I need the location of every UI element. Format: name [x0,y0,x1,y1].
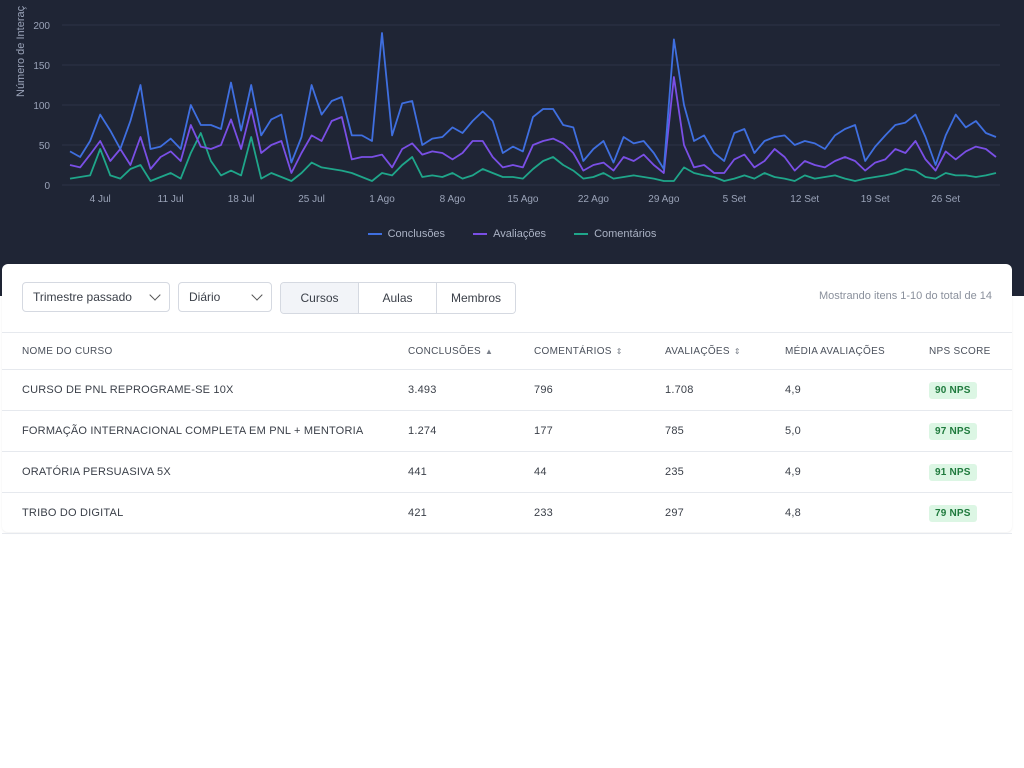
interactions-line-chart: 0 50 100 150 200 4 Jul 11 Jul 18 Jul 25 Jul 1 Ag… [15,5,1000,205]
nps-cell: 79 NPS [929,492,1012,534]
conclusoes-value: 441 [408,451,534,493]
table-row[interactable]: TRIBO DO DIGITAL 421 233 297 4,8 79 NPS [2,492,1012,534]
filters-toolbar: Trimestre passado Diário Cursos Aulas Me… [22,282,992,314]
x-tick-label: 26 Set [931,194,960,205]
comentarios-value: 233 [534,492,665,534]
course-name: CURSO DE PNL REPROGRAME-SE 10X [2,369,408,411]
legend-label: Comentários [594,228,657,240]
col-nome-do-curso: NOME DO CURSO [2,332,408,370]
x-tick-label: 8 Ago [440,194,466,205]
legend-swatch-icon [367,233,382,235]
col-media-avaliacoes: MÉDIA AVALIAÇÕES [785,332,929,370]
nps-badge: 91 NPS [929,463,977,481]
table-row[interactable]: CURSO DE PNL REPROGRAME-SE 10X 3.493 796… [2,369,1012,411]
sort-icon[interactable]: ⇕ [615,346,623,356]
y-tick-label: 200 [33,21,50,32]
sort-asc-icon[interactable]: ▲ [485,346,494,356]
col-comentarios[interactable]: COMENTÁRIOS ⇕ [534,332,665,370]
tab-cursos[interactable]: Cursos [281,283,359,313]
courses-card: Trimestre passado Diário Cursos Aulas Me… [2,264,1012,534]
col-avaliacoes[interactable]: AVALIAÇÕES ⇕ [665,332,785,370]
table-row[interactable]: FORMAÇÃO INTERNACIONAL COMPLETA EM PNL +… [2,410,1012,452]
table-row[interactable]: ORATÓRIA PERSUASIVA 5X 441 44 235 4,9 91… [2,451,1012,493]
nps-badge: 90 NPS [929,381,977,399]
nps-badge: 79 NPS [929,504,977,522]
course-name: FORMAÇÃO INTERNACIONAL COMPLETA EM PNL +… [2,410,408,452]
x-tick-label: 5 Set [723,194,747,205]
period-select-value: Trimestre passado [33,290,132,304]
conclusoes-value: 1.274 [408,410,534,452]
legend-label: Avaliações [493,228,547,240]
tab-membros[interactable]: Membros [437,283,515,313]
legend-item-comentarios[interactable]: Comentários [574,228,656,240]
col-nps-score: NPS SCORE [929,332,1012,370]
avaliacoes-value: 785 [665,410,785,452]
y-tick-label: 150 [33,61,50,72]
legend-swatch-icon [574,233,589,235]
y-tick-label: 50 [39,141,51,152]
y-tick-label: 0 [44,181,50,192]
x-tick-label: 18 Jul [228,194,255,205]
chart-legend: Conclusões Avaliações Comentários [0,228,1024,240]
conclusoes-value: 421 [408,492,534,534]
comentarios-value: 177 [534,410,665,452]
comentarios-value: 796 [534,369,665,411]
pagination-summary: Mostrando itens 1-10 do total de 14 [818,290,992,302]
y-tick-label: 100 [33,101,50,112]
x-tick-label: 15 Ago [507,194,539,205]
nps-cell: 91 NPS [929,451,1012,493]
series-line-comentarios [69,132,997,182]
period-select[interactable]: Trimestre passado [22,282,170,312]
media-value: 5,0 [785,410,929,452]
media-value: 4,8 [785,492,929,534]
x-tick-label: 1 Ago [369,194,395,205]
x-tick-label: 29 Ago [648,194,680,205]
table-header-row: NOME DO CURSO CONCLUSÕES ▲ COMENTÁRIOS ⇕ A… [2,332,1012,370]
avaliacoes-value: 235 [665,451,785,493]
col-conclusoes[interactable]: CONCLUSÕES ▲ [408,332,534,370]
view-segmented-control: Cursos Aulas Membros [280,282,516,314]
x-tick-label: 19 Set [861,194,890,205]
course-name: ORATÓRIA PERSUASIVA 5X [2,451,408,493]
sort-icon[interactable]: ⇕ [733,346,741,356]
granularity-select-value: Diário [189,290,221,304]
chevron-down-icon [149,289,161,301]
tab-aulas[interactable]: Aulas [359,283,437,313]
y-axis-title: Número de Interaç [15,5,27,97]
nps-cell: 90 NPS [929,369,1012,411]
chevron-down-icon [251,289,263,301]
x-tick-label: 4 Jul [90,194,111,205]
avaliacoes-value: 297 [665,492,785,534]
granularity-select[interactable]: Diário [178,282,272,312]
legend-item-conclusoes[interactable]: Conclusões [367,228,446,240]
x-tick-label: 12 Set [790,194,819,205]
media-value: 4,9 [785,369,929,411]
chart-panel: 0 50 100 150 200 4 Jul 11 Jul 18 Jul 25 Jul 1 Ag… [0,0,1024,296]
courses-table: NOME DO CURSO CONCLUSÕES ▲ COMENTÁRIOS ⇕ A… [2,332,1012,534]
comentarios-value: 44 [534,451,665,493]
nps-badge: 97 NPS [929,422,977,440]
x-tick-label: 22 Ago [578,194,610,205]
course-name: TRIBO DO DIGITAL [2,492,408,534]
series-line-avaliacoes [69,76,997,174]
legend-swatch-icon [473,233,488,235]
legend-label: Conclusões [387,228,446,240]
nps-cell: 97 NPS [929,410,1012,452]
media-value: 4,9 [785,451,929,493]
series-line-conclusoes [69,32,997,170]
conclusoes-value: 3.493 [408,369,534,411]
x-tick-label: 25 Jul [298,194,325,205]
x-tick-label: 11 Jul [158,194,184,205]
avaliacoes-value: 1.708 [665,369,785,411]
legend-item-avaliacoes[interactable]: Avaliações [473,228,546,240]
